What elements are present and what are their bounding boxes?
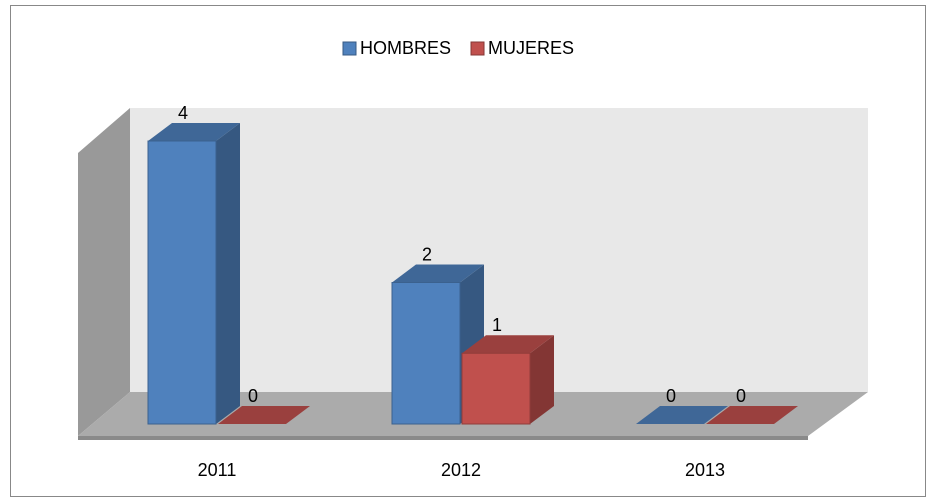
x-tick-label: 2011 xyxy=(198,460,237,480)
bar-side xyxy=(216,123,240,424)
legend-label: MUJERES xyxy=(488,38,574,58)
bar-front xyxy=(147,140,217,425)
bar-top xyxy=(636,406,728,424)
bar xyxy=(636,406,728,424)
bar-front xyxy=(391,282,461,425)
legend-swatch xyxy=(342,41,357,56)
bar-front xyxy=(461,352,531,425)
data-label: 2 xyxy=(422,244,432,264)
data-label: 1 xyxy=(492,315,502,335)
legend-label: HOMBRES xyxy=(360,38,451,58)
bar-top xyxy=(148,123,240,141)
bar xyxy=(706,406,798,424)
bar-top xyxy=(706,406,798,424)
data-label: 0 xyxy=(248,386,258,406)
floor-edge xyxy=(78,436,808,440)
back-wall xyxy=(130,108,868,392)
bar-top xyxy=(392,264,484,283)
side-wall xyxy=(78,108,130,436)
x-tick-label: 2012 xyxy=(441,460,481,480)
data-label: 4 xyxy=(178,103,188,123)
legend-swatch xyxy=(470,41,485,56)
bar xyxy=(461,335,554,425)
bar-top xyxy=(462,335,554,354)
data-label: 0 xyxy=(736,386,746,406)
data-label: 0 xyxy=(666,386,676,406)
bar xyxy=(147,123,240,425)
x-tick-label: 2013 xyxy=(685,460,725,480)
bar-side xyxy=(530,335,554,424)
bar-top xyxy=(218,406,310,424)
bar xyxy=(218,406,310,424)
